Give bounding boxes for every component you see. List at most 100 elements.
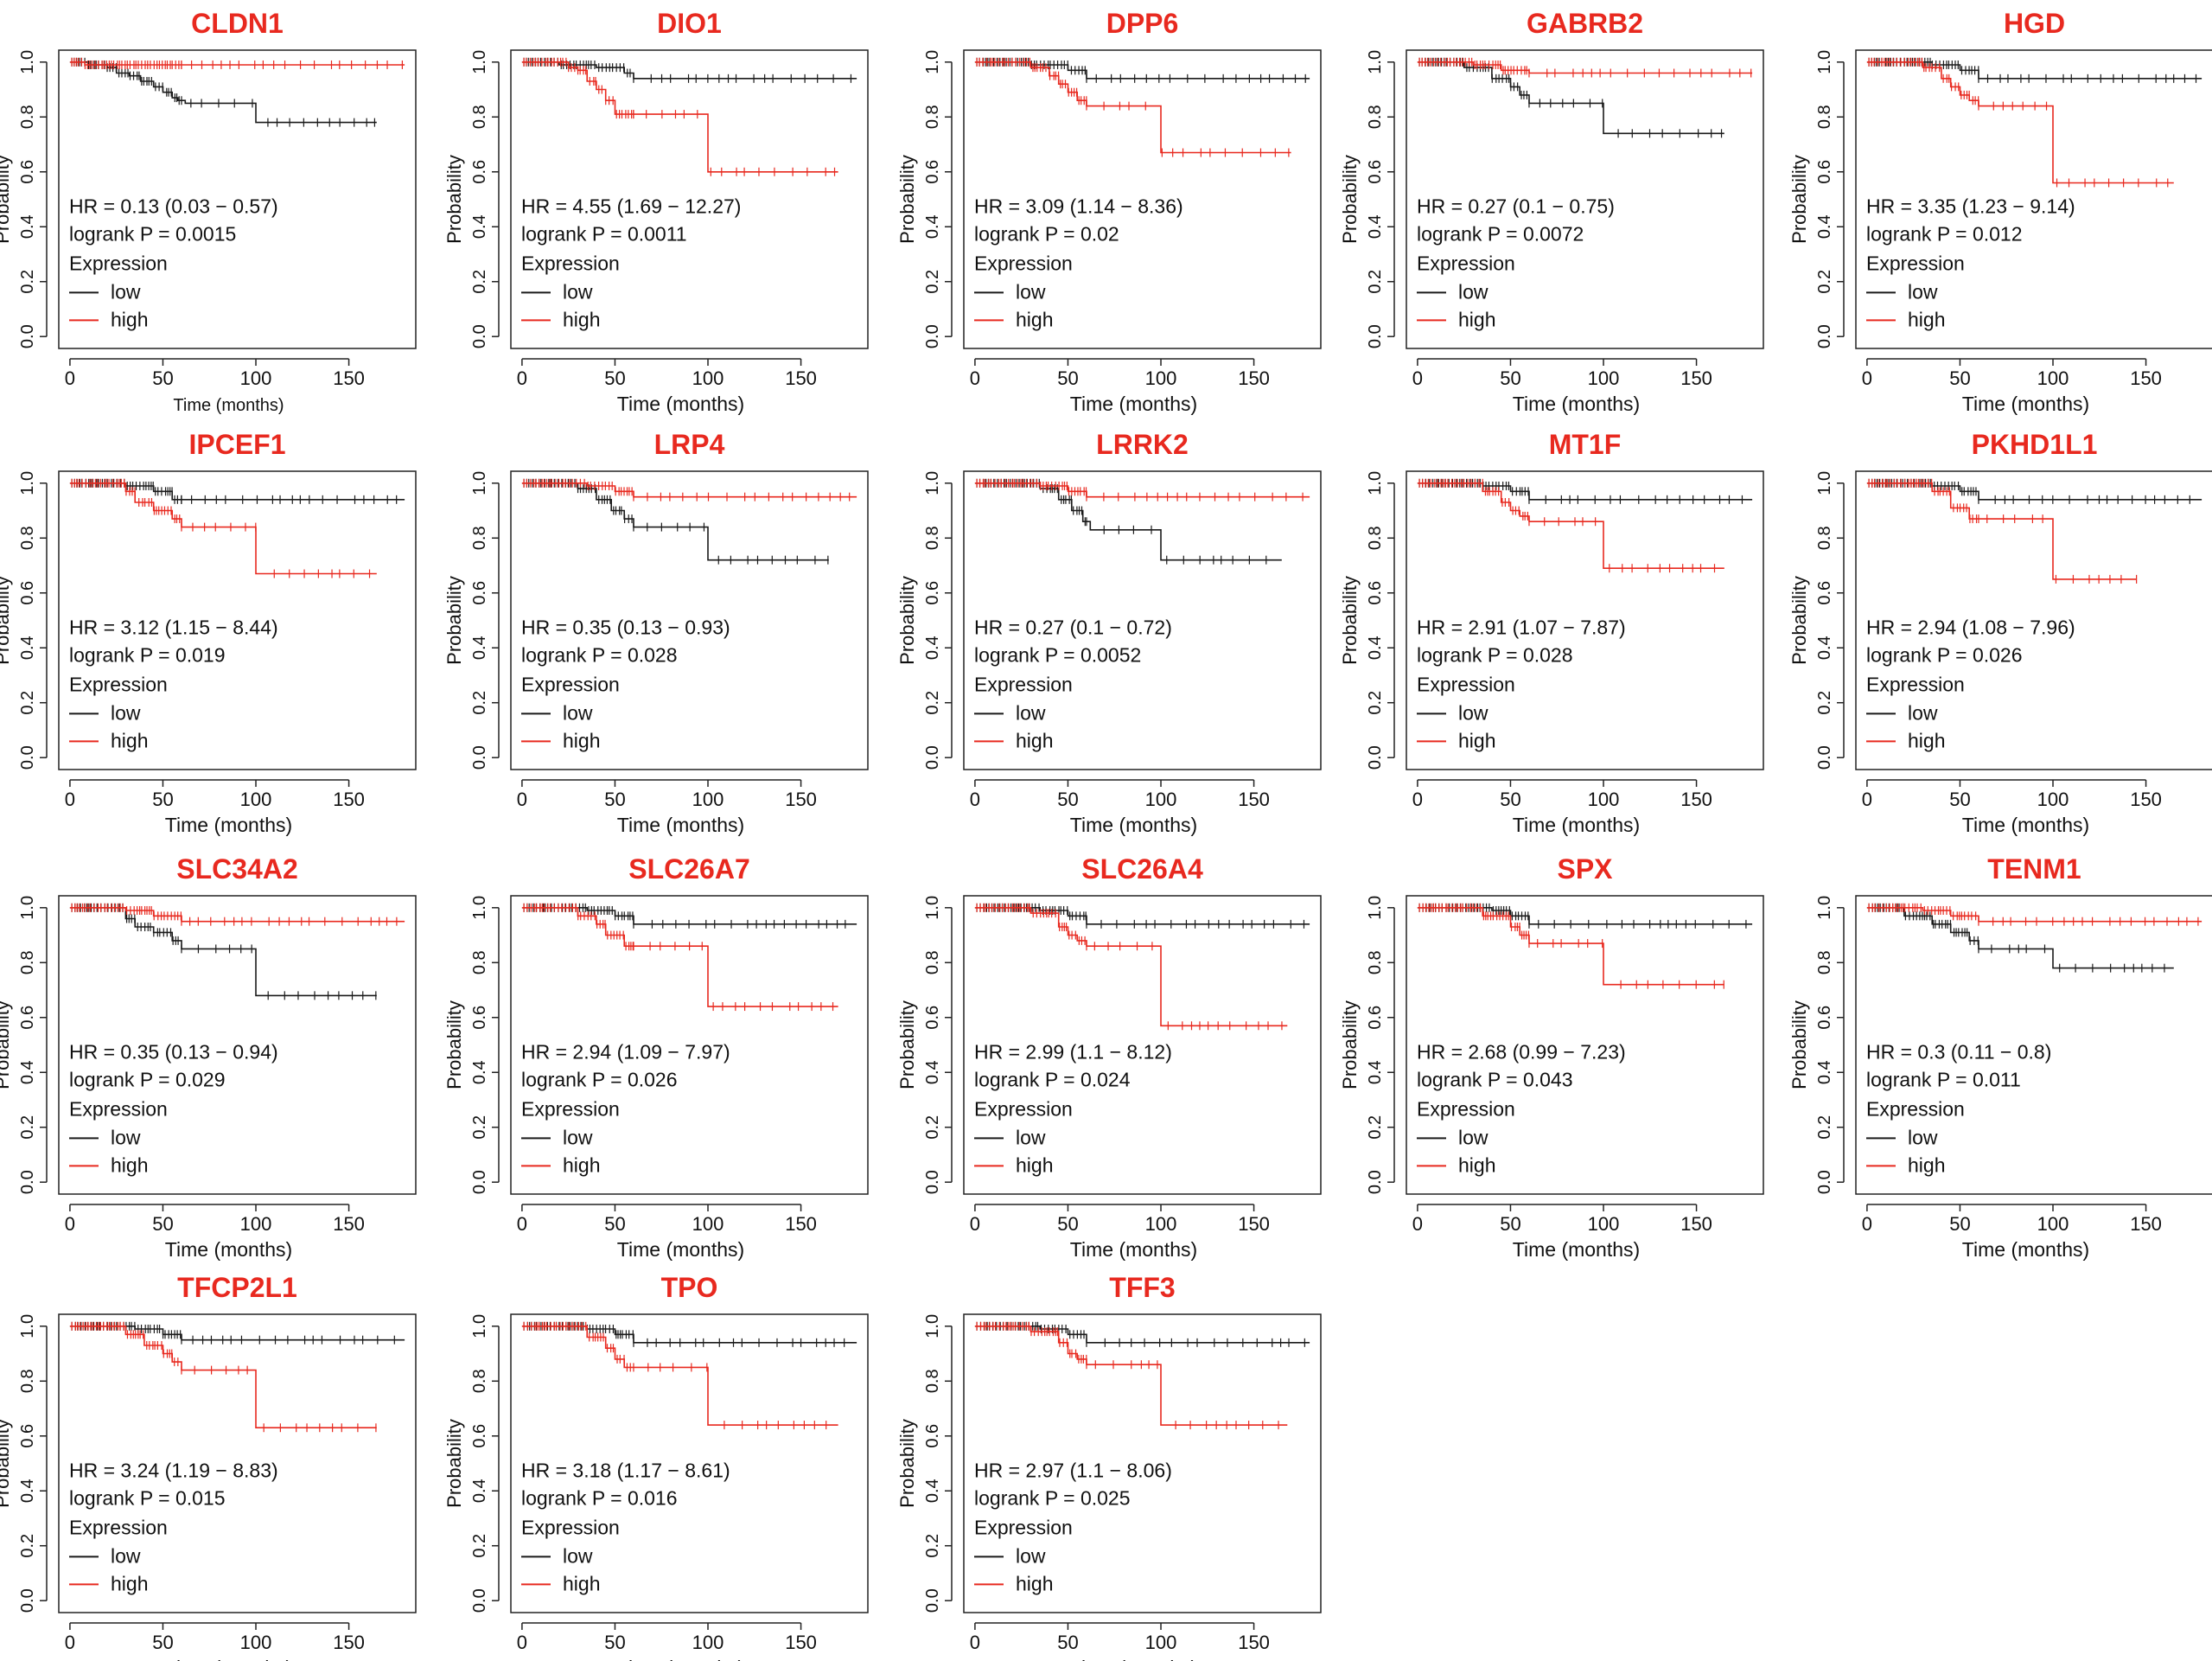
y-tick-label: 0.0 xyxy=(470,745,489,770)
x-axis-label: Time (months) xyxy=(1070,393,1197,415)
y-tick-label: 0.4 xyxy=(18,1060,37,1084)
legend-title: Expression xyxy=(521,1097,620,1120)
y-tick-label: 0.6 xyxy=(1815,160,1834,184)
logrank-text: logrank P = 0.043 xyxy=(1417,1068,1573,1090)
x-tick-label: 150 xyxy=(2130,789,2162,810)
logrank-text: logrank P = 0.0015 xyxy=(69,222,236,245)
legend-label-low: low xyxy=(1458,280,1488,303)
km-curve-low xyxy=(1866,907,2174,969)
logrank-text: logrank P = 0.026 xyxy=(1866,643,2023,666)
km-panel-tpo: TPO 0.0 0.2 0.4 0.6 0.8 1.0 Probability 0 50 100 15… xyxy=(443,1272,869,1661)
y-tick-label: 0.8 xyxy=(470,526,489,550)
y-tick-label: 0.0 xyxy=(18,745,37,770)
y-tick-label: 0.8 xyxy=(1366,950,1385,974)
y-tick-label: 1.0 xyxy=(923,50,942,74)
x-tick-label: 0 xyxy=(970,789,980,810)
x-tick-label: 50 xyxy=(152,789,173,810)
logrank-text: logrank P = 0.0052 xyxy=(974,643,1141,666)
y-axis-label: Probability xyxy=(443,1000,465,1089)
y-tick-label: 1.0 xyxy=(470,896,489,920)
plot-frame xyxy=(963,49,1322,349)
y-tick-label: 0.2 xyxy=(1366,270,1385,294)
x-axis-label: Time (months) xyxy=(1513,393,1640,415)
x-tick-label: 0 xyxy=(970,367,980,389)
km-curve-low xyxy=(974,1326,1310,1344)
panel-title: PKHD1L1 xyxy=(1972,429,2098,460)
hazard-ratio-text: HR = 0.35 (0.13 − 0.93) xyxy=(521,616,730,638)
logrank-text: logrank P = 0.028 xyxy=(521,643,678,666)
y-tick-label: 0.2 xyxy=(18,270,37,294)
x-tick-label: 0 xyxy=(970,1213,980,1235)
y-tick-label: 0.8 xyxy=(1815,950,1834,974)
logrank-text: logrank P = 0.015 xyxy=(69,1486,226,1509)
y-tick-label: 0.4 xyxy=(923,214,942,239)
legend-label-high: high xyxy=(1458,1153,1495,1176)
km-panel-pkhd1l1: PKHD1L1 0.0 0.2 0.4 0.6 0.8 1.0 Probability 0 50 1… xyxy=(1788,429,2212,836)
legend-label-low: low xyxy=(1016,1126,1046,1148)
legend-title: Expression xyxy=(69,1516,168,1538)
y-tick-label: 0.6 xyxy=(923,581,942,605)
x-tick-label: 50 xyxy=(1057,789,1078,810)
y-tick-label: 0.6 xyxy=(470,1006,489,1030)
km-panel-dio1: DIO1 0.0 0.2 0.4 0.6 0.8 1.0 Probability 0 50 100 1… xyxy=(443,8,869,415)
plot-frame xyxy=(1855,470,2212,770)
x-tick-label: 150 xyxy=(1238,1213,1270,1235)
legend-label-low: low xyxy=(563,280,593,303)
x-tick-label: 50 xyxy=(1500,789,1520,810)
y-tick-label: 1.0 xyxy=(470,1314,489,1338)
x-tick-label: 150 xyxy=(785,367,817,389)
y-axis-label: Probability xyxy=(0,576,13,665)
panel-title: CLDN1 xyxy=(191,8,284,39)
y-tick-label: 0.8 xyxy=(470,105,489,129)
y-tick-label: 0.6 xyxy=(1815,1006,1834,1030)
y-axis-label: Probability xyxy=(1339,1000,1361,1089)
y-tick-label: 0.4 xyxy=(470,1060,489,1084)
hazard-ratio-text: HR = 0.13 (0.03 − 0.57) xyxy=(69,195,278,217)
x-tick-label: 50 xyxy=(152,367,173,389)
hazard-ratio-text: HR = 3.09 (1.14 − 8.36) xyxy=(974,195,1183,217)
plot-frame xyxy=(1855,49,2212,349)
panel-title: DPP6 xyxy=(1106,8,1179,39)
x-tick-label: 150 xyxy=(1680,1213,1712,1235)
y-tick-label: 1.0 xyxy=(18,471,37,495)
legend-title: Expression xyxy=(974,673,1073,695)
x-axis-label: Time (months) xyxy=(165,1238,292,1261)
legend-label-low: low xyxy=(111,1544,141,1567)
km-curve-high xyxy=(521,1326,838,1426)
y-tick-label: 0.0 xyxy=(1366,1170,1385,1194)
legend-title: Expression xyxy=(69,252,168,274)
legend-label-low: low xyxy=(563,1126,593,1148)
y-axis-label: Probability xyxy=(0,155,13,244)
y-tick-label: 0.6 xyxy=(18,1424,37,1448)
y-tick-label: 0.6 xyxy=(923,160,942,184)
y-tick-label: 0.4 xyxy=(1366,1060,1385,1084)
x-axis-label: Time (months) xyxy=(1513,814,1640,836)
x-axis-label: Time (months) xyxy=(617,814,744,836)
hazard-ratio-text: HR = 3.24 (1.19 − 8.83) xyxy=(69,1459,278,1481)
y-tick-label: 0.2 xyxy=(923,691,942,715)
y-tick-label: 1.0 xyxy=(923,1314,942,1338)
legend-label-high: high xyxy=(1016,1572,1053,1594)
km-panel-spx: SPX 0.0 0.2 0.4 0.6 0.8 1.0 Probability 0 50 100 15… xyxy=(1339,853,1764,1261)
km-curve-high xyxy=(1866,482,2137,580)
legend-title: Expression xyxy=(974,1097,1073,1120)
km-curve-low xyxy=(974,482,1282,561)
legend-label-high: high xyxy=(1458,729,1495,751)
km-curve-high xyxy=(974,482,1310,498)
y-tick-label: 0.4 xyxy=(1366,214,1385,239)
km-curve-high xyxy=(1417,482,1724,569)
y-tick-label: 0.2 xyxy=(923,1115,942,1140)
legend-label-low: low xyxy=(1908,701,1938,724)
y-tick-label: 0.4 xyxy=(470,1479,489,1503)
y-tick-label: 0.4 xyxy=(923,1479,942,1503)
x-tick-label: 150 xyxy=(1238,1632,1270,1653)
y-tick-label: 0.2 xyxy=(18,1534,37,1558)
x-axis-label: Time (months) xyxy=(165,814,292,836)
hazard-ratio-text: HR = 2.94 (1.09 − 7.97) xyxy=(521,1040,730,1063)
legend-label-high: high xyxy=(563,729,600,751)
legend-label-high: high xyxy=(1016,729,1053,751)
y-tick-label: 0.0 xyxy=(1815,324,1834,348)
x-tick-label: 150 xyxy=(1238,367,1270,389)
y-axis-label: Probability xyxy=(443,576,465,665)
y-axis-label: Probability xyxy=(896,1419,918,1508)
